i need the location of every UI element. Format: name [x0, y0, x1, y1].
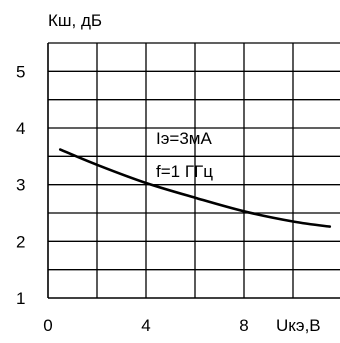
grid [47, 42, 340, 299]
y-tick-label: 4 [16, 119, 25, 138]
x-axis-title: Uкэ,В [276, 316, 321, 335]
x-tick-label: 8 [239, 316, 248, 335]
annotation-frequency: f=1 ГГц [156, 162, 213, 181]
y-tick-label: 5 [16, 62, 25, 81]
y-tick-label: 2 [16, 232, 25, 251]
y-tick-label: 3 [16, 176, 25, 195]
y-tick-label: 1 [16, 289, 25, 308]
x-tick-label: 0 [43, 316, 52, 335]
x-tick-label: 4 [141, 316, 150, 335]
annotation-current: Iэ=3мА [156, 129, 212, 148]
series-line-noise-figure [58, 148, 332, 228]
y-axis-title: Кш, дБ [48, 11, 102, 30]
